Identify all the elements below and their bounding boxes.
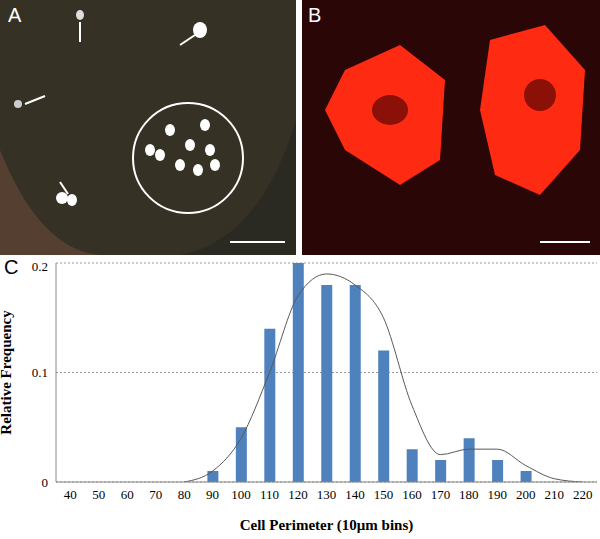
svg-text:210: 210	[545, 487, 565, 502]
svg-text:160: 160	[402, 487, 422, 502]
svg-text:170: 170	[431, 487, 451, 502]
svg-text:Cell Perimeter (10μm bins): Cell Perimeter (10μm bins)	[240, 517, 414, 534]
svg-text:0: 0	[42, 475, 49, 490]
svg-text:60: 60	[121, 487, 134, 502]
svg-text:40: 40	[64, 487, 77, 502]
html-text:C: C	[4, 256, 19, 278]
svg-text:70: 70	[149, 487, 162, 502]
svg-text:220: 220	[573, 487, 592, 502]
svg-text:90: 90	[206, 487, 219, 502]
svg-text:110: 110	[260, 487, 279, 502]
svg-text:190: 190	[488, 487, 508, 502]
svg-text:140: 140	[345, 487, 365, 502]
svg-text:B: B	[308, 4, 321, 26]
svg-text:0.1: 0.1	[32, 365, 48, 380]
svg-text:Relative Frequency: Relative Frequency	[8, 310, 14, 435]
svg-text:80: 80	[178, 487, 191, 502]
svg-text:100: 100	[231, 487, 251, 502]
svg-text:A: A	[8, 4, 22, 26]
svg-text:150: 150	[374, 487, 394, 502]
svg-text:130: 130	[317, 487, 337, 502]
svg-text:0.2: 0.2	[32, 259, 48, 274]
svg-text:200: 200	[516, 487, 536, 502]
svg-text:180: 180	[459, 487, 479, 502]
svg-text:120: 120	[288, 487, 308, 502]
svg-text:50: 50	[92, 487, 105, 502]
